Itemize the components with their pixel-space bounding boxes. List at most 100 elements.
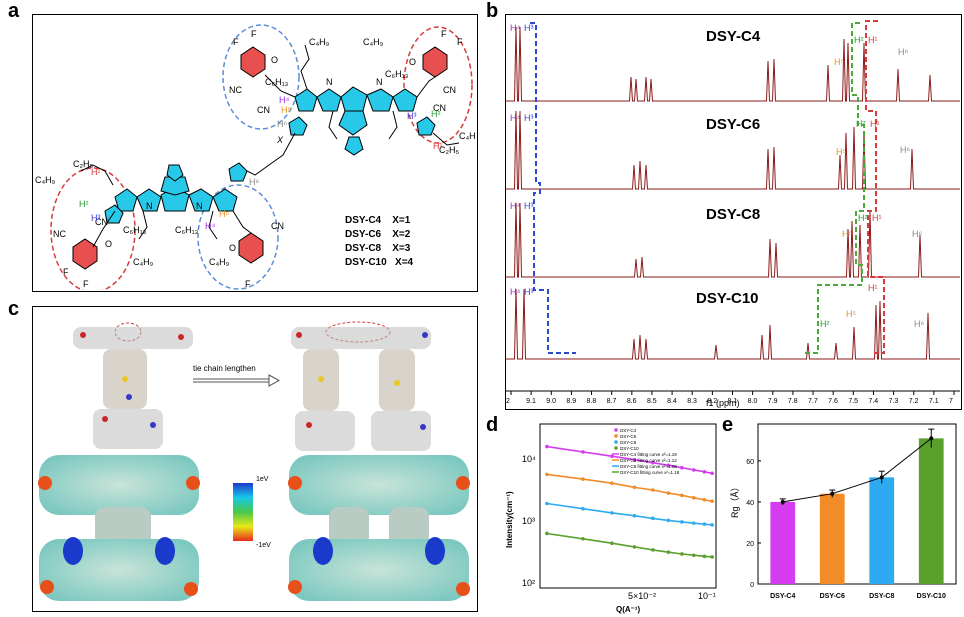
saxs-y-tick-2: 10² [522,578,535,588]
nmr-axis-label: f1 (ppm) [706,398,740,408]
esp-surface-right [288,455,470,601]
rg-category-label: DSY-C8 [869,593,894,600]
proton-h5-bottom: H⁵ [219,209,229,219]
label-o-2: O [409,57,416,67]
h3-label-c10: H³ [524,287,534,297]
molecular-models: tie chain lengthen 1eV [38,321,470,601]
h1-label-c10: H¹ [868,283,878,293]
label-o-4: O [229,243,236,253]
end-group-ellipse-bottom-right [197,184,279,290]
label-f-5: F [63,267,69,277]
saxs-chart: 10⁴ 10³ 10² 5×10⁻² 10⁻¹ Q(A⁻¹) Intensity… [505,423,717,614]
rg-chart: DSY-C4 DSY-C6 DSY-C8 DSY-C10 0 20 40 60 Rg（Å） [730,423,957,600]
label-n-1: N [326,77,333,87]
saxs-y-label: Intensity(cm⁻¹) [505,491,514,548]
h6-label-c8: H⁶ [912,229,922,239]
saxs-x-tick-1: 10⁻¹ [698,591,716,601]
panel-b-letter: b [486,0,499,22]
label-c4h9-6: C₄H₉ [209,257,230,267]
nmr-tick-label: 9.0 [546,398,556,405]
rg-category-label: DSY-C6 [820,593,845,600]
nmr-tick-label: 7.7 [808,398,818,405]
panel-a-letter: a [8,0,20,22]
nmr-tick-label: 8.5 [647,398,657,405]
rg-y-tick-label: 40 [746,500,754,507]
h2-label-c10: H² [820,319,830,329]
nmr-tick-label: 7 [949,398,953,405]
h2-guide [804,22,865,354]
label-nc-1: NC [229,85,242,95]
nmr-tick-label: 7.5 [848,398,858,405]
h2-label-c6: H² [856,119,866,129]
rg-y-tick-label: 60 [746,459,754,466]
label-c6h13-1: C₆H₁₃ [265,77,289,87]
saxs-legend-1: DSY-C6 [620,434,637,439]
lengthen-arrow [193,374,281,387]
rg-trend-point [780,499,785,504]
label-cn-2: CN [443,85,456,95]
label-c4h9-2: C₄H₉ [363,37,384,47]
panel-d-letter: d [486,414,499,436]
h4-label-c8: H⁴ [510,201,520,211]
spectrum-label-c4: DSY-C4 [706,28,761,45]
saxs-legend-7: DSY-C10 fitting curve x²=1.18 [620,470,680,475]
h6-label-c6: H⁶ [900,145,910,155]
rg-bar [819,493,845,584]
proton-h1-top: H¹ [433,141,443,151]
h3-label-c4: H³ [524,23,534,33]
panel-e-letter: e [722,414,734,436]
spectrum-label-c8: DSY-C8 [706,206,760,223]
rg-trend-point [830,491,835,496]
saxs-y-tick-1: 10³ [522,516,535,526]
proton-h4-bottom: H⁴ [205,221,215,231]
h3-guide [530,22,576,354]
label-f-7: F [245,279,251,289]
nmr-tick-label: 7.9 [768,398,778,405]
spectrum-label-c6: DSY-C6 [706,116,760,133]
saxs-legend-5: DSY-C6 fitting curve x²=1.12 [620,458,677,463]
proton-h6-top: H⁶ [277,119,287,129]
label-nc-2: NC [53,229,66,239]
saxs-x-tick-0: 5×10⁻² [628,591,656,601]
panel-c-letter: c [8,298,20,320]
label-cn-5: CN [271,221,284,231]
proton-h2-bottom: H² [79,199,89,209]
label-o-3: O [105,239,112,249]
h1-label-c6: H¹ [870,119,880,129]
label-c6h13-3: C₆H₁₃ [123,225,147,235]
nmr-tick-label: 8.7 [607,398,617,405]
saxs-legend: DSY-C4 DSY-C6 DSY-C8 DSY-C10 DSY-C4 fitt… [612,428,680,475]
saxs-point [710,523,714,527]
proton-h6-bottom: H⁶ [249,177,259,187]
saxs-plot-frame [539,423,717,589]
nmr-traces [506,26,960,360]
panel-a-frame: F F O NC CN C₄H₉ C₆H₁₃ C₄H₉ C₆H₁₃ N N O … [32,14,480,293]
spectrum-label-c10: DSY-C10 [696,290,759,307]
nmr-spectra: DSY-C4 DSY-C6 DSY-C8 DSY-C10 H⁴ H³ H⁵ H²… [506,20,960,408]
rg-plot-frame [757,423,957,585]
rg-bar [918,438,944,584]
nmr-tick-label: 8.8 [587,398,597,405]
esp-surface-left [38,455,200,601]
saxs-x-label: Q(A⁻¹) [616,605,641,614]
h1-label-c8: H¹ [872,213,882,223]
nmr-tick-label: 7.4 [868,398,878,405]
label-c4h9-3: C₄H₉ [459,131,476,141]
h5-label-c10: H⁵ [846,309,856,319]
rg-y-label: Rg（Å） [730,482,740,518]
saxs-fit-line [546,532,713,558]
h4-label-c10: H⁴ [510,287,520,297]
label-c4h9-4: C₄H₉ [35,175,56,185]
label-f-6: F [83,279,89,289]
label-f-3: F [441,29,447,39]
rg-trend-point [929,436,934,441]
nmr-tick-label: 2 [506,398,510,405]
proton-h3-top: H³ [407,111,417,121]
saxs-legend-0: DSY-C4 [620,428,637,433]
rg-category-label: DSY-C10 [917,593,946,600]
nmr-ticks: 2 9.1 9.0 8.9 8.8 8.7 8.6 8.5 8.4 8.3 8.2 8.1 8.0 7.9… [506,391,955,405]
saxs-y-tick-0: 10⁴ [522,454,536,464]
proton-h1-bottom: H¹ [91,167,101,177]
h6-label-c4: H⁶ [898,47,908,57]
legend-a-2: DSY-C8 X=3 [345,243,411,254]
